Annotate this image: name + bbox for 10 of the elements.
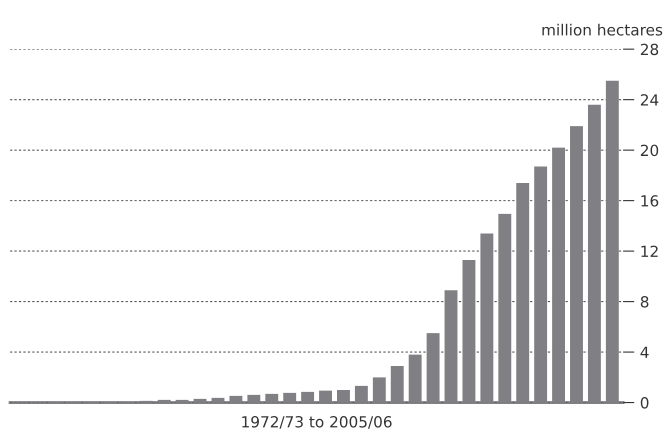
y-tick-label: 20: [640, 144, 658, 156]
y-tick-label: 8: [640, 296, 648, 308]
y-tick-label: 4: [640, 346, 649, 358]
y-tick-label: 28: [640, 44, 658, 56]
y-tick-label: 24: [640, 94, 658, 106]
y-tick-label: 16: [641, 195, 658, 207]
y-tick-label: 12: [641, 246, 658, 257]
x-axis-title: 1972/73 to 2005/06: [242, 416, 392, 429]
y-axis-title: million hectares: [542, 24, 662, 36]
y-tick-label: 0: [640, 397, 648, 409]
